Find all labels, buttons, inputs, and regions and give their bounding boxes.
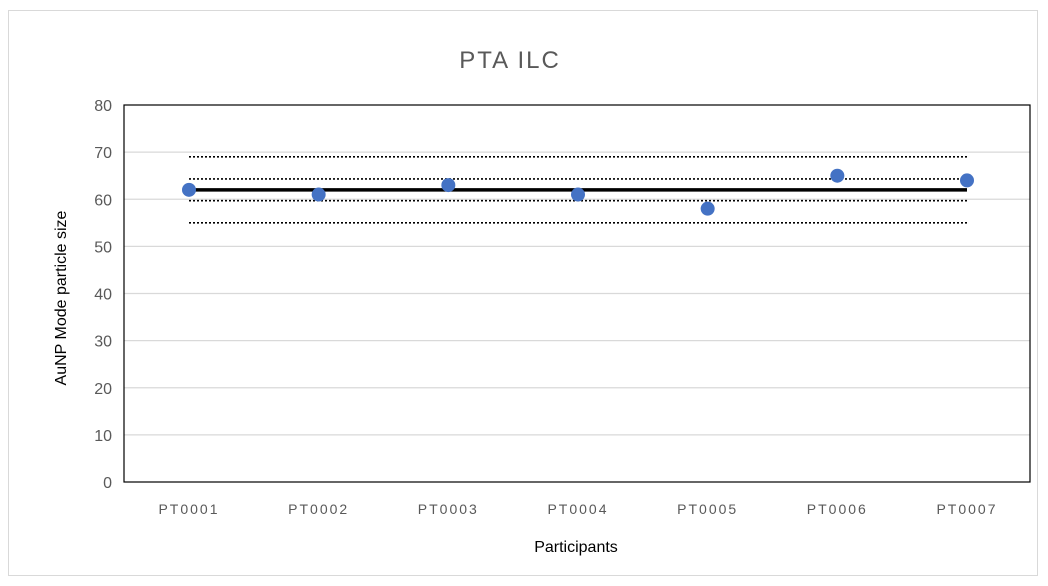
x-tick-label: PT0001 [158,501,219,517]
y-tick-label: 10 [94,428,112,445]
y-tick-label: 70 [94,145,112,162]
data-point [571,187,585,202]
y-tick-label: 0 [103,475,112,492]
x-tick-label: PT0005 [677,501,738,517]
y-tick-labels: 0 10 20 30 40 50 60 70 80 [94,98,112,492]
y-tick-label: 30 [94,334,112,351]
x-axis-label: Participants [534,539,618,556]
data-point [441,178,456,193]
data-points [182,168,974,216]
chart-title: PTA ILC [459,47,561,74]
y-tick-label: 50 [94,239,112,256]
y-tick-label: 80 [94,98,112,115]
x-tick-label: PT0002 [288,501,349,517]
data-point [960,173,974,188]
x-tick-label: PT0007 [936,501,997,517]
y-tick-label: 60 [94,192,112,209]
plot-area-border [123,104,1031,483]
data-point [700,201,715,216]
data-point [182,182,196,197]
data-point [311,187,326,202]
y-axis-label: AuNP Mode particle size [53,210,70,385]
x-tick-labels: PT0001 PT0002 PT0003 PT0004 PT0005 PT0006 PT00… [158,501,997,517]
x-tick-label: PT0004 [547,501,608,517]
x-tick-label: PT0003 [418,501,479,517]
y-tick-label: 20 [94,381,112,398]
data-point [830,168,845,183]
y-tick-label: 40 [94,287,112,304]
x-tick-label: PT0006 [807,501,868,517]
